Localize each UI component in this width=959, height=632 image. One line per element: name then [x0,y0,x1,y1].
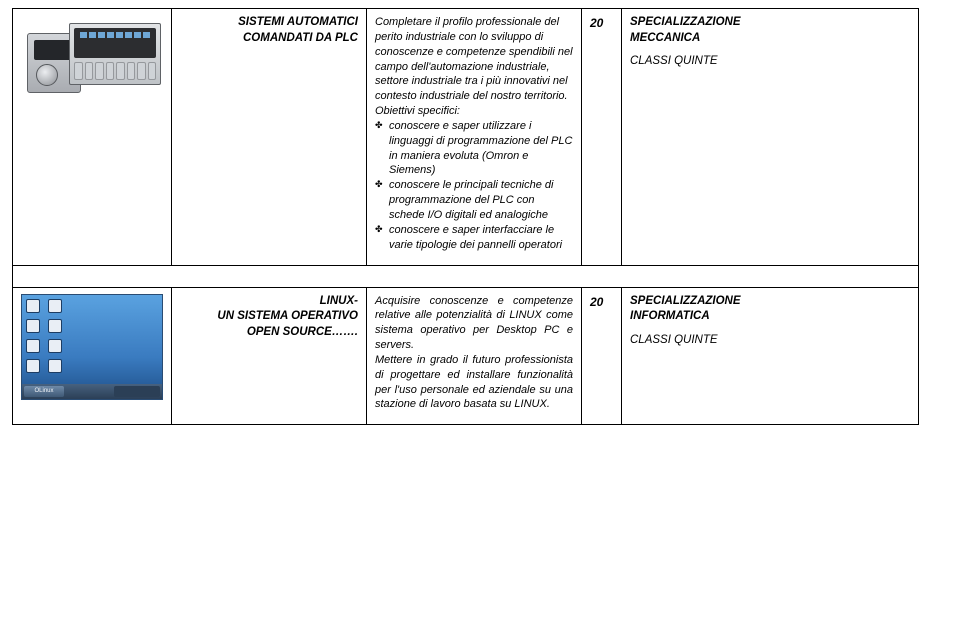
hours-value: 20 [590,295,603,309]
linux-start-label: OLinux [24,386,64,397]
cell-desc-plc: Completare il profilo professionale del … [367,9,582,266]
title-line: UN SISTEMA OPERATIVO [180,309,358,325]
table-row: SISTEMI AUTOMATICI COMANDATI DA PLC Comp… [13,9,919,266]
list-item: conoscere le principali tecniche di prog… [375,178,573,223]
cell-spec-plc: SPECIALIZZAZIONE MECCANICA CLASSI QUINTE [622,9,919,266]
title-line: LINUX- [180,294,358,310]
spec-heading: SPECIALIZZAZIONE INFORMATICA [630,294,910,325]
list-item: conoscere e saper interfacciare le varie… [375,223,573,253]
plc-illustration [21,15,163,107]
desc-main: Acquisire conoscenze e competenze relati… [375,294,573,353]
spec-line: SPECIALIZZAZIONE [630,295,741,307]
cell-title-linux: LINUX- UN SISTEMA OPERATIVO OPEN SOURCE…… [172,287,367,425]
linux-illustration: OLinux [21,294,163,400]
course-title: SISTEMI AUTOMATICI COMANDATI DA PLC [180,15,358,46]
page-root: SISTEMI AUTOMATICI COMANDATI DA PLC Comp… [0,0,959,445]
course-description: Acquisire conoscenze e competenze relati… [375,294,573,413]
course-title: LINUX- UN SISTEMA OPERATIVO OPEN SOURCE…… [180,294,358,341]
title-line: SISTEMI AUTOMATICI [180,15,358,31]
spacer-row [13,265,919,287]
title-line: OPEN SOURCE……. [180,325,358,341]
title-line: COMANDATI DA PLC [180,31,358,47]
table-row: OLinux LINUX- UN SISTEMA OPERATIVO OPEN … [13,287,919,425]
desc-extra: Mettere in grado il futuro professionist… [375,353,573,412]
objectives-list: conoscere e saper utilizzare i linguaggi… [375,119,573,253]
cell-image-plc [13,9,172,266]
spec-line: SPECIALIZZAZIONE [630,16,741,28]
cell-hours-plc: 20 [582,9,622,266]
desc-obj-label: Obiettivi specifici: [375,104,573,119]
course-description: Completare il profilo professionale del … [375,15,573,253]
cell-desc-linux: Acquisire conoscenze e competenze relati… [367,287,582,425]
cell-image-linux: OLinux [13,287,172,425]
spec-heading: SPECIALIZZAZIONE MECCANICA [630,15,910,46]
hours-value: 20 [590,16,603,30]
cell-title-plc: SISTEMI AUTOMATICI COMANDATI DA PLC [172,9,367,266]
cell-spec-linux: SPECIALIZZAZIONE INFORMATICA CLASSI QUIN… [622,287,919,425]
spec-line: INFORMATICA [630,310,710,322]
spec-sub: CLASSI QUINTE [630,54,910,70]
list-item: conoscere e saper utilizzare i linguaggi… [375,119,573,178]
cell-hours-linux: 20 [582,287,622,425]
spec-sub: CLASSI QUINTE [630,333,910,349]
spec-line: MECCANICA [630,32,700,44]
desc-intro: Completare il profilo professionale del … [375,15,573,104]
course-table: SISTEMI AUTOMATICI COMANDATI DA PLC Comp… [12,8,919,425]
